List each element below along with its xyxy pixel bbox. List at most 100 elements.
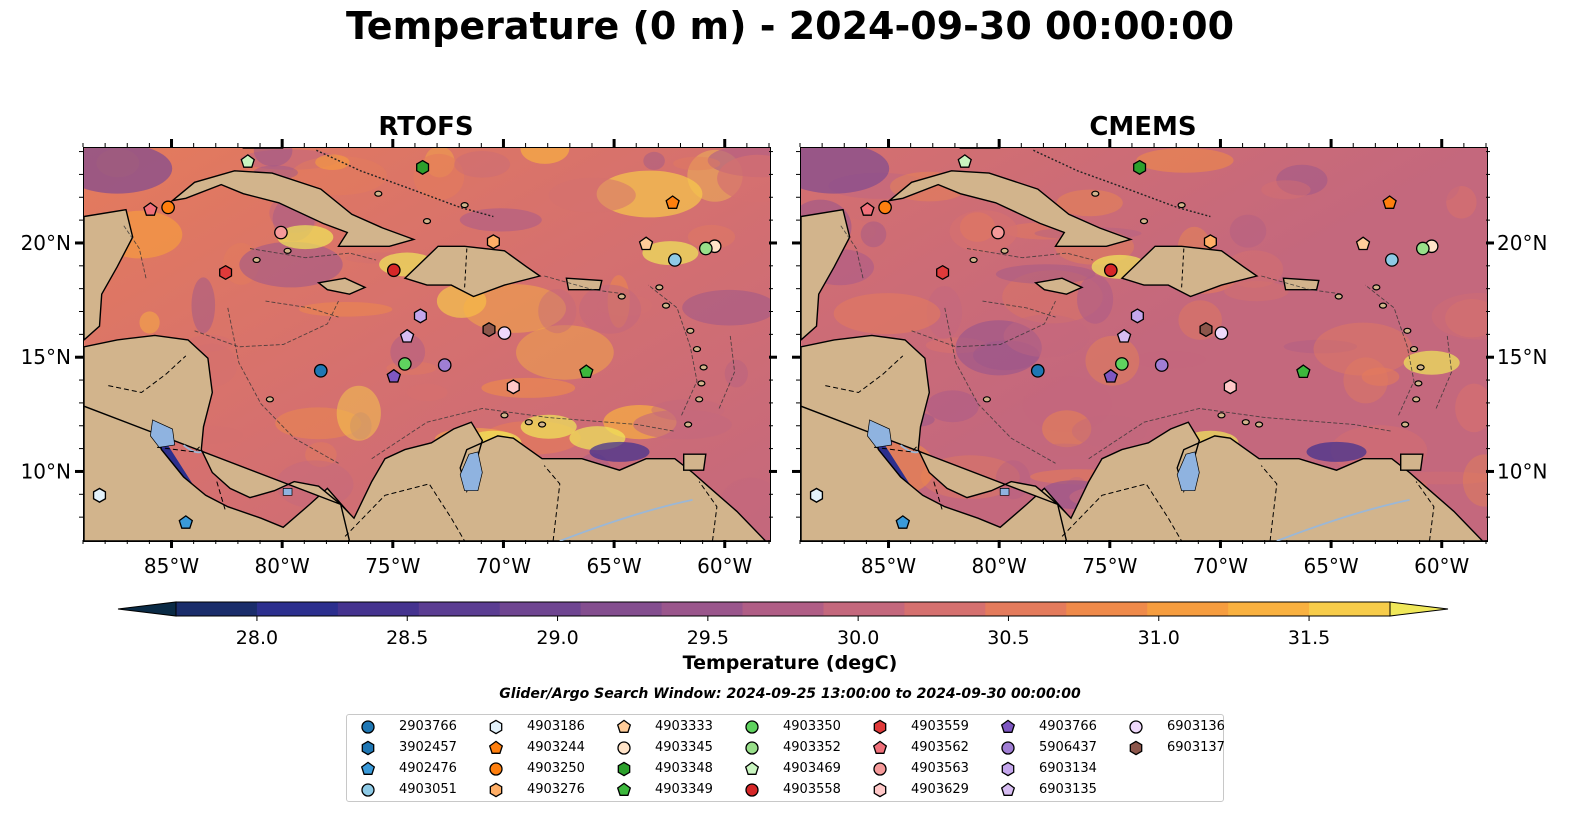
x-tick-label: 60°W: [1414, 554, 1469, 578]
float-marker-4903629: [506, 379, 520, 395]
circle-marker-icon: [1129, 720, 1143, 734]
legend-label: 4903186: [527, 719, 585, 734]
float-legend: 2903766 3902457 4902476 4903051 4903186 49032…: [346, 714, 1225, 802]
colorbar-tick-label: 30.0: [837, 627, 879, 649]
legend-label: 4903349: [655, 782, 713, 797]
legend-label: 6903134: [1039, 761, 1097, 776]
float-marker-4903276: [1203, 234, 1217, 250]
legend-label: 4903244: [527, 740, 585, 755]
hexagon-marker-icon: [873, 782, 887, 798]
legend-label: 5906437: [1039, 740, 1097, 755]
legend-label: 4903629: [911, 782, 969, 797]
colorbar-bin: [1309, 602, 1391, 616]
legend-marker-4903629: [873, 782, 887, 798]
float-marker-4903469: [240, 154, 255, 168]
colorbar-tick-label: 29.5: [687, 627, 729, 649]
float-marker-4902476: [178, 515, 194, 529]
float-marker-4903558: [386, 263, 401, 278]
x-tick-label: 80°W: [255, 554, 310, 578]
circle-marker-icon: [361, 783, 375, 797]
colorbar-tick-label: 31.5: [1288, 627, 1330, 649]
y-tick-label: 15°N: [1497, 345, 1547, 369]
float-marker-4903766: [1103, 368, 1119, 383]
float-marker-2903766: [313, 363, 328, 378]
legend-label: 3902457: [399, 740, 457, 755]
legend-marker-4903558: [745, 783, 759, 797]
y-tick-label: 10°N: [1497, 459, 1547, 483]
legend-marker-4903345: [617, 741, 631, 755]
float-marker-4903244: [665, 195, 680, 209]
legend-marker-2903766: [361, 720, 375, 734]
colorbar-tick-label: 30.5: [987, 627, 1029, 649]
float-marker-6903136: [497, 326, 512, 340]
legend-label: 4903352: [783, 740, 841, 755]
float-marker-4903558: [1103, 263, 1118, 278]
legend-marker-4903333: [616, 719, 632, 733]
legend-label: 4903348: [655, 761, 713, 776]
float-marker-5906437: [437, 358, 452, 372]
y-tick-label: 20°N: [21, 231, 71, 255]
map-panel-cmems: [800, 147, 1488, 542]
land-masses: [801, 148, 1487, 541]
legend-marker-4903244: [488, 740, 504, 754]
colorbar-bin: [985, 602, 1067, 616]
float-marker-4903629: [1223, 379, 1237, 395]
pentagon-marker-icon: [616, 782, 632, 796]
legend-label: 4903345: [655, 740, 713, 755]
float-marker-4903352: [698, 241, 713, 256]
float-marker-4903250: [161, 200, 175, 215]
float-marker-4903051: [1384, 253, 1399, 267]
circle-marker-icon: [873, 762, 887, 776]
float-marker-6903136: [1214, 326, 1229, 340]
circle-marker-icon: [745, 720, 759, 734]
colorbar-label: Temperature (degC): [682, 652, 898, 674]
panel-title-rtofs: RTOFS: [378, 112, 474, 142]
legend-marker-3902457: [361, 740, 375, 756]
x-tick-label: 85°W: [144, 554, 199, 578]
float-marker-6903134: [1130, 308, 1144, 324]
float-marker-4903469: [957, 154, 972, 168]
colorbar-bin: [499, 602, 582, 616]
float-marker-4903333: [638, 236, 654, 251]
float-marker-4903186: [92, 487, 107, 503]
hexagon-marker-icon: [1129, 740, 1143, 756]
float-marker-6903137: [482, 322, 496, 338]
map-axes: 85°W 80°W 75°W 70°W 65°W 60°W 20°N 15°N 10°N 85°W…: [21, 139, 1547, 578]
float-marker-4903562: [143, 202, 158, 216]
pentagon-marker-icon: [872, 740, 888, 754]
float-marker-4903250: [878, 200, 892, 215]
legend-label: 4903350: [783, 719, 841, 734]
x-tick-label: 70°W: [1193, 554, 1248, 578]
float-marker-4903348: [416, 159, 430, 175]
float-marker-4903559: [936, 264, 950, 281]
figure-title: Temperature (0 m) - 2024-09-30 00:00:00: [345, 4, 1235, 48]
float-marker-4903348: [1133, 159, 1147, 175]
colorbar: 28.0 28.5 29.0 29.5 30.0 30.5 31.0 31.5: [117, 601, 1449, 649]
circle-marker-icon: [745, 783, 759, 797]
colorbar-bin: [256, 602, 339, 616]
legend-label: 4903558: [783, 782, 841, 797]
float-marker-4903349: [579, 364, 594, 379]
legend-label: 4903766: [1039, 719, 1097, 734]
legend-label: 6903135: [1039, 782, 1097, 797]
pentagon-marker-icon: [1000, 719, 1016, 733]
float-marker-4903244: [1382, 195, 1397, 209]
colorbar-bin: [337, 602, 420, 616]
float-marker-4903766: [386, 368, 402, 383]
legend-marker-6903136: [1129, 720, 1143, 734]
legend-label: 2903766: [399, 719, 457, 734]
float-marker-5906437: [1154, 358, 1169, 372]
legend-label: 4903469: [783, 761, 841, 776]
legend-label: 4902476: [399, 761, 457, 776]
map-panel-rtofs: [83, 147, 771, 542]
legend-marker-6903134: [1001, 761, 1015, 777]
hexagon-marker-icon: [361, 740, 375, 756]
circle-marker-icon: [617, 741, 631, 755]
search-window-caption: Glider/Argo Search Window: 2024-09-25 13…: [499, 686, 1081, 702]
pentagon-marker-icon: [488, 740, 504, 754]
colorbar-bin: [742, 602, 824, 616]
legend-label: 4903250: [527, 761, 585, 776]
float-markers: [92, 154, 722, 529]
legend-marker-4903186: [489, 719, 503, 735]
y-tick-label: 10°N: [21, 459, 71, 483]
